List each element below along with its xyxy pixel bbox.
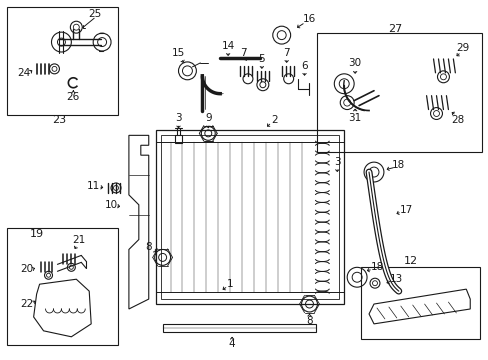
Text: 12: 12 (403, 256, 417, 266)
Text: 16: 16 (302, 14, 315, 24)
Text: 17: 17 (399, 205, 412, 215)
Text: 18: 18 (391, 160, 405, 170)
Text: 7: 7 (239, 48, 246, 58)
Bar (317, 33, 481, 152)
Text: 10: 10 (104, 200, 117, 210)
Text: 18: 18 (369, 262, 383, 272)
Text: 25: 25 (88, 9, 102, 19)
Text: 29: 29 (456, 43, 469, 53)
Bar (7, 228, 118, 345)
Bar (161, 135, 339, 299)
Text: 6: 6 (301, 61, 307, 71)
Bar (174, 135, 182, 143)
Text: 27: 27 (387, 24, 401, 34)
Text: 1: 1 (226, 279, 233, 289)
Text: 5: 5 (258, 54, 264, 64)
Text: 14: 14 (221, 41, 234, 51)
Bar (163, 324, 316, 332)
Text: 8: 8 (145, 243, 152, 252)
Bar (360, 267, 479, 339)
Text: 31: 31 (348, 113, 361, 123)
Text: 26: 26 (66, 92, 80, 102)
Text: 28: 28 (451, 116, 464, 126)
Text: 4: 4 (228, 339, 235, 349)
Text: 7: 7 (283, 48, 289, 58)
Text: 24: 24 (17, 68, 30, 78)
Text: 8: 8 (305, 316, 312, 326)
Text: 21: 21 (73, 234, 86, 244)
Text: 9: 9 (204, 113, 211, 123)
Text: 3: 3 (175, 113, 182, 123)
Text: 3: 3 (333, 157, 340, 167)
Text: 13: 13 (389, 274, 403, 284)
Text: 11: 11 (86, 181, 100, 191)
Text: 30: 30 (348, 58, 361, 68)
Bar (155, 130, 344, 304)
Bar (7, 7, 118, 114)
Text: 19: 19 (29, 229, 43, 239)
Text: 15: 15 (172, 48, 185, 58)
Text: 2: 2 (271, 116, 278, 126)
Text: 20: 20 (20, 264, 33, 274)
Text: 23: 23 (52, 116, 66, 126)
Text: 22: 22 (20, 299, 33, 309)
